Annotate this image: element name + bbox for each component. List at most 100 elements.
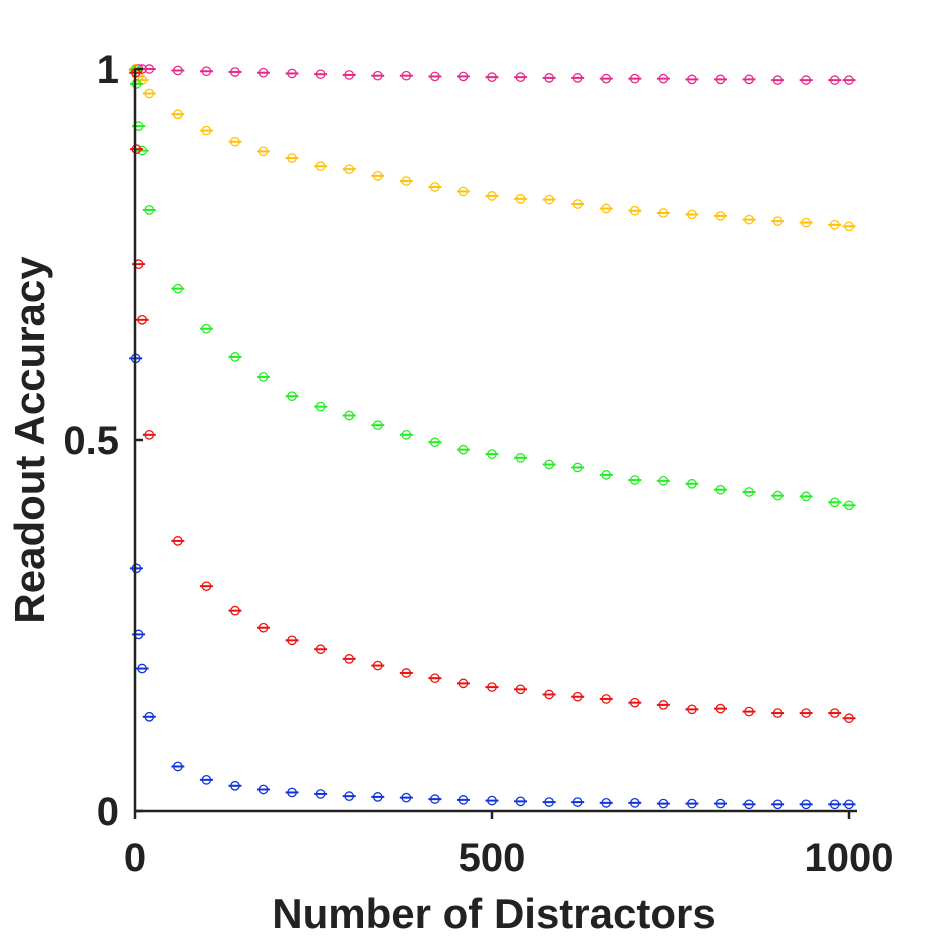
point-marker: [315, 644, 326, 655]
point-marker: [172, 761, 183, 772]
series-5: [129, 353, 856, 810]
x-axis-ticks: 0 500 1000: [124, 811, 893, 880]
point-marker: [344, 410, 355, 421]
data-point: [142, 88, 156, 99]
point-marker: [401, 70, 412, 81]
point-marker: [372, 420, 383, 431]
data-point: [771, 75, 785, 85]
data-point: [713, 703, 727, 714]
series-layer: [129, 64, 856, 810]
data-point: [314, 401, 328, 412]
y-tick-label: 0.5: [63, 419, 119, 463]
point-marker: [687, 74, 697, 85]
point-marker: [230, 136, 240, 147]
point-marker: [372, 170, 383, 181]
point-marker: [829, 497, 840, 508]
point-marker: [658, 208, 669, 218]
point-marker: [772, 799, 783, 810]
point-marker: [287, 68, 297, 79]
data-point: [742, 74, 756, 85]
point-marker: [258, 622, 269, 633]
point-marker: [515, 72, 526, 83]
point-marker: [401, 176, 412, 186]
data-point: [342, 164, 356, 175]
data-point: [742, 487, 756, 497]
point-marker: [230, 605, 240, 616]
data-point: [371, 660, 385, 671]
series-1: [129, 64, 856, 85]
data-point: [842, 799, 856, 810]
point-marker: [487, 191, 497, 201]
point-marker: [230, 352, 240, 362]
point-marker: [172, 65, 183, 76]
data-point: [485, 682, 499, 692]
point-marker: [315, 161, 326, 172]
point-marker: [230, 780, 240, 791]
point-marker: [629, 73, 640, 84]
point-marker: [201, 774, 212, 785]
data-point: [599, 73, 613, 84]
point-marker: [144, 711, 155, 722]
point-marker: [458, 678, 469, 689]
point-marker: [544, 459, 554, 470]
point-marker: [601, 470, 612, 480]
point-marker: [287, 787, 297, 798]
data-point: [342, 410, 356, 421]
data-point: [828, 75, 842, 85]
data-point: [371, 70, 385, 81]
point-marker: [715, 74, 726, 85]
point-marker: [487, 72, 497, 83]
point-marker: [458, 795, 469, 805]
point-marker: [430, 794, 440, 804]
data-point: [228, 780, 242, 791]
point-marker: [515, 194, 526, 204]
series-2: [129, 64, 856, 232]
point-marker: [344, 70, 355, 80]
data-point: [828, 708, 842, 718]
data-point: [142, 64, 156, 74]
point-marker: [544, 73, 554, 83]
point-marker: [829, 75, 840, 85]
data-point: [171, 109, 185, 120]
data-point: [628, 797, 642, 808]
data-point: [628, 697, 642, 708]
data-point: [542, 689, 556, 700]
data-point: [828, 799, 842, 810]
data-point: [314, 644, 328, 655]
data-point: [685, 704, 699, 715]
point-marker: [601, 694, 612, 704]
data-point: [428, 437, 442, 448]
data-point: [771, 799, 785, 810]
data-point: [135, 145, 149, 156]
point-marker: [572, 73, 583, 83]
data-point: [199, 66, 213, 77]
point-marker: [201, 125, 212, 136]
point-marker: [258, 784, 269, 795]
data-point: [171, 283, 185, 294]
data-point: [142, 205, 156, 215]
point-marker: [572, 199, 583, 209]
data-point: [656, 475, 670, 486]
point-marker: [629, 475, 640, 485]
x-tick-label: 0: [124, 836, 146, 880]
data-point: [514, 72, 528, 83]
point-marker: [401, 668, 412, 678]
data-point: [456, 186, 470, 197]
point-marker: [458, 186, 469, 197]
data-point: [199, 323, 213, 334]
point-marker: [144, 64, 155, 74]
y-tick-label: 0: [97, 790, 119, 834]
data-point: [199, 774, 213, 785]
point-marker: [572, 691, 583, 702]
data-point: [257, 146, 271, 157]
data-point: [314, 161, 328, 172]
data-point: [129, 563, 143, 574]
point-marker: [715, 484, 726, 495]
point-marker: [258, 67, 269, 78]
point-marker: [772, 75, 783, 85]
data-point: [399, 668, 413, 678]
data-point: [428, 182, 442, 192]
data-point: [171, 761, 185, 772]
point-marker: [430, 182, 440, 192]
data-point: [514, 194, 528, 204]
